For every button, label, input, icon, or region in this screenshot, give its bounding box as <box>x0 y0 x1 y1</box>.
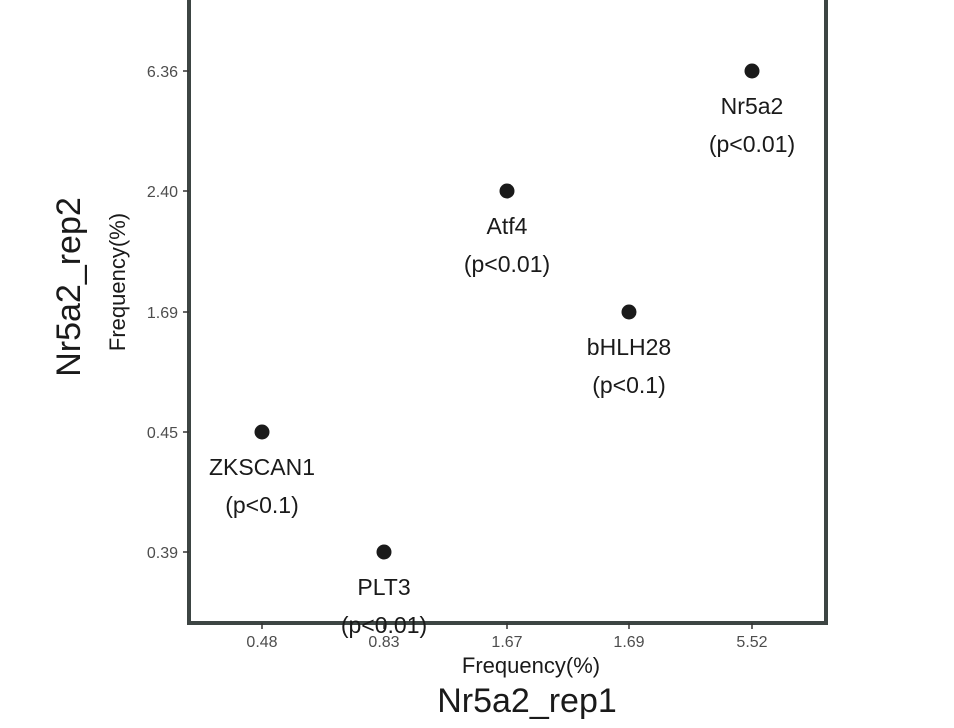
point-pvalue-label: (p<0.1) <box>592 372 666 398</box>
data-points: ZKSCAN1 (p<0.1) PLT3 (p<0.01) Atf4 (p<0.01) bH… <box>209 63 795 638</box>
y-axis-group-title: Nr5a2_rep2 <box>50 197 88 377</box>
point-label: bHLH28 <box>587 334 671 360</box>
point-label: ZKSCAN1 <box>209 454 315 480</box>
x-tick-label: 0.48 <box>246 634 277 651</box>
x-tick-label: 5.52 <box>736 634 767 651</box>
y-tick-label: 1.69 <box>147 305 178 322</box>
x-tick-label: 1.69 <box>613 634 644 651</box>
y-tick-label: 6.36 <box>147 64 178 81</box>
point-pvalue-label: (p<0.1) <box>225 492 299 518</box>
data-point <box>376 544 392 560</box>
x-axis-group-title: Nr5a2_rep1 <box>437 682 617 720</box>
y-axis: 0.39 0.45 1.69 2.40 6.36 <box>147 64 189 562</box>
point-pvalue-label: (p<0.01) <box>709 131 795 157</box>
data-point <box>254 424 270 440</box>
point-label: PLT3 <box>357 574 410 600</box>
point-pvalue-label: (p<0.01) <box>341 612 427 638</box>
x-tick-label: 0.83 <box>368 634 399 651</box>
y-axis-title: Frequency(%) <box>105 213 130 351</box>
data-point <box>621 304 637 320</box>
point-label: Atf4 <box>487 213 528 239</box>
y-tick-label: 0.45 <box>147 425 178 442</box>
y-tick-label: 0.39 <box>147 545 178 562</box>
y-tick-label: 2.40 <box>147 184 178 201</box>
x-axis: 0.48 0.83 1.67 1.69 5.52 <box>246 623 768 651</box>
data-point <box>499 183 515 199</box>
x-tick-label: 1.67 <box>491 634 522 651</box>
point-label: Nr5a2 <box>721 93 784 119</box>
data-point <box>744 63 760 79</box>
point-pvalue-label: (p<0.01) <box>464 251 550 277</box>
x-axis-title: Frequency(%) <box>462 653 600 678</box>
